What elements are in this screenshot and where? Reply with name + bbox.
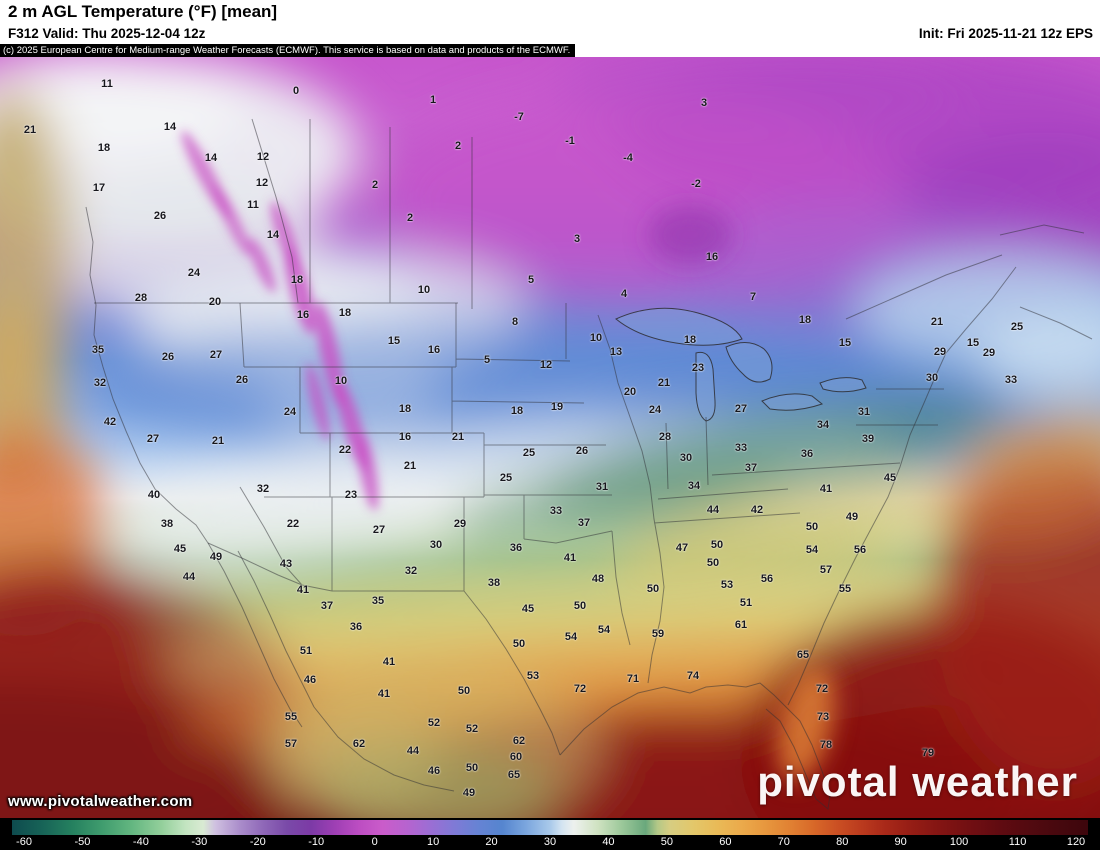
colorbar-tick: 90 (894, 836, 907, 848)
watermark: www.pivotalweather.com (8, 793, 193, 810)
canada-borders (94, 118, 473, 309)
colorbar-tick: -20 (249, 836, 266, 848)
colorbar: -60 -50 -40 -30 -20 -10 0 10 20 30 40 50 60 70 80 90 100… (0, 818, 1100, 850)
colorbar-tick: 100 (949, 836, 969, 848)
geographic-borders (85, 118, 1093, 810)
colorbar-tick: -60 (16, 836, 32, 848)
great-lakes (615, 307, 867, 422)
us-state-borders (207, 302, 944, 756)
colorbar-tick: -50 (74, 836, 91, 848)
header: 2 m AGL Temperature (°F) [mean] F312 Val… (0, 0, 1100, 58)
colorbar-tick: 50 (660, 836, 673, 848)
colorbar-tick: 30 (543, 836, 557, 848)
colorbar-tick: 110 (1008, 836, 1027, 848)
attribution-bar: (c) 2025 European Centre for Medium-rang… (0, 44, 576, 58)
temperature-field-regions (0, 57, 1100, 818)
colorbar-tick: 20 (485, 836, 498, 848)
colorbar-tick: 10 (426, 836, 440, 848)
regional-detail-blobs (648, 205, 835, 782)
colorbar-tick: 0 (371, 836, 378, 848)
colorbar-tick: -10 (308, 836, 325, 848)
colorbar-tick: 60 (719, 836, 732, 848)
colorbar-tick: 70 (777, 836, 790, 848)
map-svg (0, 57, 1100, 818)
pivotal-weather-logo: pivotal weather (757, 758, 1078, 805)
colorbar-tick: -40 (132, 836, 149, 848)
map-canvas[interactable]: 11 0 1 21 14 -7 3 18 14 12 2 -1 -4 17 12 2 -2 26 11 2 14 3 16 2… (0, 57, 1100, 818)
colorbar-tick: 80 (836, 836, 849, 848)
colorbar-gradient (12, 820, 1088, 835)
colorbar-tick: -30 (191, 836, 208, 848)
page-title: 2 m AGL Temperature (°F) [mean] (8, 2, 278, 21)
coastlines (85, 206, 1093, 810)
colorbar-tick: 40 (602, 836, 615, 848)
mountain-cold-streaks (181, 130, 379, 511)
colorbar-tick: 120 (1066, 836, 1086, 848)
colorbar-ticks: -60 -50 -40 -30 -20 -10 0 10 20 30 40 50 60 70 80 90 100… (16, 836, 1085, 849)
init-time: Init: Fri 2025-11-21 12z EPS (918, 26, 1093, 41)
valid-time: F312 Valid: Thu 2025-12-04 12z (8, 26, 206, 41)
